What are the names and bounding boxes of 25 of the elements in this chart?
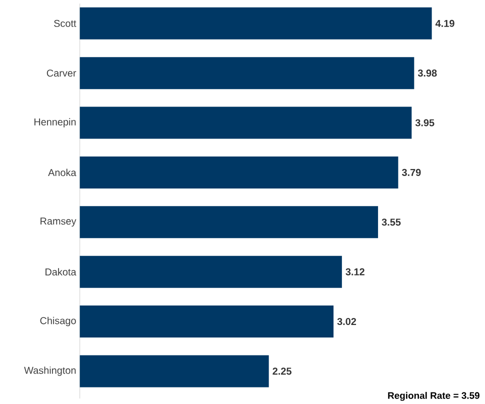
- bar: [80, 306, 334, 338]
- bar: [80, 106, 412, 139]
- y-tick-label: Scott: [54, 20, 76, 27]
- bar: [80, 256, 342, 288]
- data-label: 4.19: [435, 20, 454, 27]
- data-label: 3.02: [337, 318, 356, 326]
- y-tick-label: Hennepin: [34, 118, 76, 128]
- data-label: 3.79: [402, 168, 421, 176]
- data-label: 3.95: [415, 119, 434, 126]
- bar: [80, 7, 432, 40]
- y-tick-label: Dakota: [46, 268, 76, 276]
- y-tick-label: Carver: [46, 70, 76, 77]
- data-label: 3.98: [418, 70, 437, 77]
- annotation: Regional Rate = 3.59: [388, 392, 480, 401]
- y-tick-label: Ramsey: [40, 218, 76, 227]
- y-tick-label: Washington: [24, 366, 76, 376]
- data-label: 2.25: [272, 368, 292, 375]
- data-label: 3.12: [346, 268, 364, 276]
- bar: [80, 355, 269, 388]
- data-label: 3.55: [382, 218, 401, 226]
- y-tick-label: Anoka: [48, 168, 76, 176]
- bar: [80, 57, 414, 90]
- bar: [80, 156, 398, 188]
- bar: [80, 206, 378, 238]
- y-tick-label: Chisago: [40, 316, 76, 326]
